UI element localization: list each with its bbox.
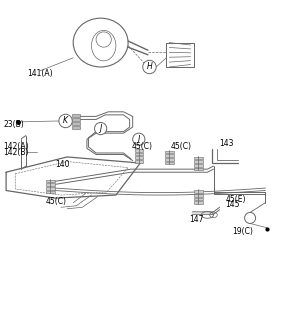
Bar: [194, 168, 203, 170]
Bar: [194, 157, 203, 159]
Bar: [135, 153, 143, 156]
Text: 141(A): 141(A): [27, 68, 53, 77]
Bar: [135, 156, 143, 159]
Text: H: H: [147, 62, 152, 71]
Text: 45(C): 45(C): [46, 197, 67, 206]
Text: 45(C): 45(C): [131, 142, 152, 151]
Text: 142(B): 142(B): [3, 148, 29, 157]
Text: 140: 140: [55, 160, 70, 169]
Text: K: K: [63, 116, 68, 125]
Bar: [46, 187, 55, 189]
Bar: [194, 190, 203, 193]
Text: 19(C): 19(C): [232, 227, 253, 236]
Bar: [72, 125, 80, 129]
Circle shape: [95, 123, 107, 135]
Circle shape: [133, 133, 145, 145]
Bar: [135, 160, 143, 163]
Bar: [46, 180, 55, 182]
Bar: [165, 154, 174, 157]
Text: 147: 147: [189, 215, 204, 224]
Bar: [194, 160, 203, 163]
Bar: [72, 118, 80, 121]
Text: 23(B): 23(B): [3, 120, 24, 129]
Circle shape: [143, 60, 156, 74]
Bar: [72, 114, 80, 117]
Text: 145: 145: [226, 200, 240, 209]
Bar: [194, 194, 203, 196]
Bar: [135, 149, 143, 152]
Bar: [46, 183, 55, 186]
Text: 45(E): 45(E): [226, 195, 246, 204]
Text: 45(C): 45(C): [171, 142, 192, 151]
Bar: [46, 190, 55, 193]
Bar: [165, 150, 174, 153]
Text: J: J: [99, 124, 102, 133]
Bar: [165, 162, 174, 164]
Bar: [194, 164, 203, 167]
Circle shape: [59, 114, 72, 128]
Bar: [165, 158, 174, 161]
Text: 142(A): 142(A): [3, 142, 29, 151]
Bar: [72, 122, 80, 124]
Text: I: I: [138, 135, 140, 144]
Bar: [194, 197, 203, 200]
Text: 143: 143: [220, 139, 234, 148]
Bar: [194, 201, 203, 204]
